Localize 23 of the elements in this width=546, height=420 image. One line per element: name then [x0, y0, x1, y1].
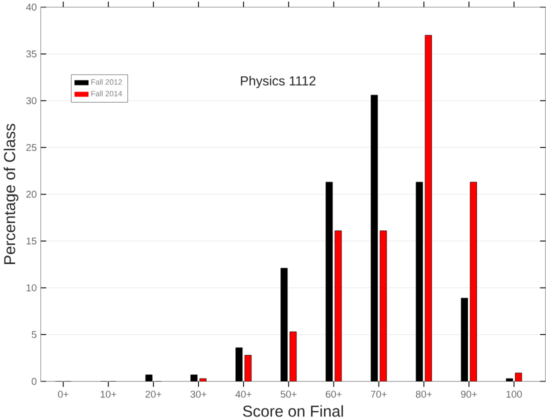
y-axis-title: Percentage of Class	[4, 124, 18, 264]
x-tick-label: 10+	[100, 390, 116, 398]
x-tick-label: 40+	[235, 390, 252, 398]
y-tick-label: 20	[26, 190, 36, 198]
y-tick-label: 15	[26, 237, 36, 244]
x-tick-label: 70+	[370, 390, 387, 398]
x-tick-label: 50+	[280, 390, 297, 398]
x-tick-label: 100	[506, 390, 522, 398]
x-tick-label: 20+	[146, 390, 162, 398]
y-tick-label: 5	[32, 330, 36, 338]
x-tick-label: 30+	[190, 390, 206, 398]
y-tick-label: 40	[26, 3, 36, 10]
x-tick-label: 0+	[58, 390, 68, 398]
y-tick-label: 30	[26, 96, 36, 104]
y-tick-label: 10	[26, 284, 36, 292]
y-tick-label: 35	[26, 50, 36, 58]
y-tick-label: 25	[26, 144, 36, 151]
x-axis-title: Score on Final	[243, 405, 343, 417]
x-tick-label: 80+	[416, 390, 432, 398]
x-tick-label: 60+	[326, 390, 342, 398]
y-tick-label: 0	[32, 378, 36, 385]
x-tick-label: 90+	[461, 390, 477, 398]
text: Physics 1112	[240, 76, 316, 88]
